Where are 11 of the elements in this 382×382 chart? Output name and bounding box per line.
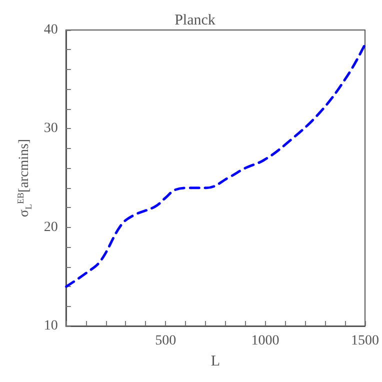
x-tick-label: 500: [155, 334, 176, 348]
y-axis-title: σLEB[arcmins]: [16, 138, 34, 218]
x-tick-label: 1500: [351, 334, 379, 348]
x-axis-title: L: [210, 354, 220, 370]
line-series: [65, 44, 366, 288]
y-tick-label: 20: [44, 220, 58, 235]
chart-title: Planck: [174, 12, 216, 28]
y-tick-label: 40: [44, 22, 58, 38]
y-tick-label: 30: [44, 121, 58, 136]
x-tick-label: 1000: [251, 334, 280, 348]
y-tick-label: 10: [44, 318, 58, 334]
